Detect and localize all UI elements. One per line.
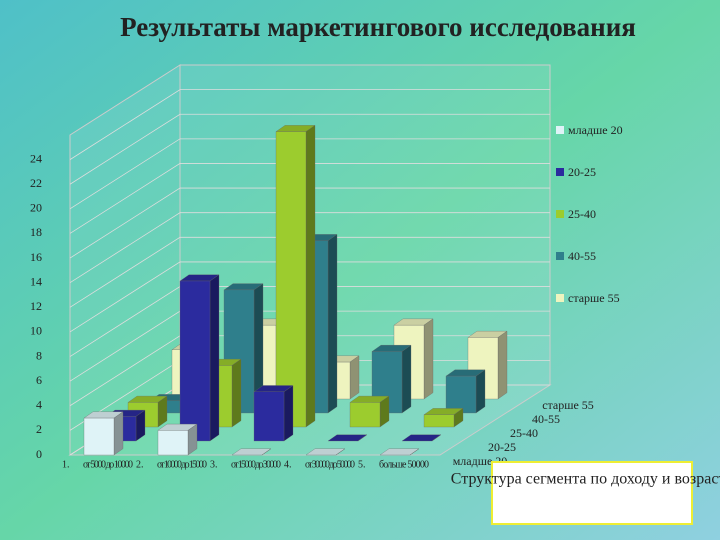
grid-line xyxy=(69,212,550,284)
y-tick-label: 22 xyxy=(30,176,42,190)
x-tick-number: 4. xyxy=(284,459,292,470)
bar-side xyxy=(401,344,412,414)
bar-side xyxy=(231,358,242,428)
y-tick-label: 12 xyxy=(30,299,42,313)
bar-front xyxy=(445,375,477,414)
y-tick-label: 18 xyxy=(30,225,42,239)
legend-swatch xyxy=(556,126,564,134)
grid-line xyxy=(69,138,550,210)
bar xyxy=(379,448,420,456)
x-tick-label: больше 50000 xyxy=(379,459,429,470)
bar-side xyxy=(357,434,368,442)
legend-label: младше 20 xyxy=(568,123,623,137)
legend-label: 20-25 xyxy=(568,165,596,179)
depth-label: 20-25 xyxy=(488,440,516,454)
x-tick-label: от 5000 до 10000 xyxy=(83,459,133,470)
bar-side xyxy=(423,318,434,400)
x-tick-number: 2. xyxy=(136,459,144,470)
bar-side xyxy=(497,330,508,400)
bar-side xyxy=(409,448,420,456)
x-tick-number: 1. xyxy=(62,459,70,470)
x-tick-label: от 30000 до 50000 xyxy=(305,459,355,470)
bar xyxy=(423,408,464,428)
bar xyxy=(223,283,264,414)
annotation: Структура сегмента по доходу и возрасту xyxy=(451,471,720,488)
bar xyxy=(327,434,368,442)
bar-front xyxy=(349,402,381,428)
bar-side xyxy=(261,448,272,456)
bar-front xyxy=(275,131,307,428)
x-tick-label: от 15000 до 30000 xyxy=(231,459,281,470)
legend-swatch xyxy=(556,294,564,302)
bar xyxy=(305,448,346,456)
bar-side xyxy=(209,274,220,442)
bar xyxy=(253,385,294,442)
bar-front xyxy=(83,417,115,456)
x-tick-number: 5. xyxy=(358,459,366,470)
grid-line xyxy=(69,163,550,234)
bar-side xyxy=(283,385,294,442)
bar xyxy=(275,125,316,428)
grid-line xyxy=(69,187,550,259)
y-tick-label: 0 xyxy=(36,447,42,461)
y-tick-label: 16 xyxy=(30,250,42,264)
bar xyxy=(401,434,442,442)
depth-label: 25-40 xyxy=(510,426,538,440)
legend-swatch xyxy=(556,210,564,218)
bar-side xyxy=(335,448,346,456)
grid-line xyxy=(69,261,550,333)
depth-label: старше 55 xyxy=(542,398,594,412)
bar-side xyxy=(305,125,316,428)
x-tick-label: от 10000 до 15000 xyxy=(157,459,207,470)
y-tick-label: 6 xyxy=(36,373,42,387)
x-tick-number: 3. xyxy=(210,459,218,470)
bar-front xyxy=(179,280,211,442)
bar-side xyxy=(327,234,338,414)
legend-swatch xyxy=(556,168,564,176)
grid-line xyxy=(69,113,550,185)
y-tick-label: 14 xyxy=(30,274,42,288)
y-tick-label: 8 xyxy=(36,348,42,362)
legend-label: 40-55 xyxy=(568,249,596,263)
y-tick-label: 2 xyxy=(36,422,42,436)
depth-label: 40-55 xyxy=(532,412,560,426)
bar xyxy=(179,274,220,442)
bar-side xyxy=(475,369,486,414)
chart-title: Результаты маркетингового исследования xyxy=(120,12,636,42)
bar xyxy=(445,369,486,414)
bar xyxy=(157,423,198,456)
legend-swatch xyxy=(556,252,564,260)
bar-side xyxy=(113,411,124,456)
y-tick-label: 4 xyxy=(36,398,42,412)
legend-label: старше 55 xyxy=(568,291,620,305)
y-tick-label: 10 xyxy=(30,324,42,338)
bar-side xyxy=(431,434,442,442)
grid-line xyxy=(69,236,550,308)
y-tick-label: 20 xyxy=(30,201,42,215)
bar xyxy=(231,448,272,456)
bar-front xyxy=(253,391,285,442)
bar xyxy=(83,411,124,456)
bar-side xyxy=(349,355,360,400)
bar xyxy=(349,395,390,428)
bar-front xyxy=(157,430,189,456)
grid-line xyxy=(69,89,550,160)
bar-front xyxy=(423,414,455,428)
y-tick-label: 24 xyxy=(30,151,42,165)
annotation-box xyxy=(491,461,693,525)
legend-label: 25-40 xyxy=(568,207,596,221)
